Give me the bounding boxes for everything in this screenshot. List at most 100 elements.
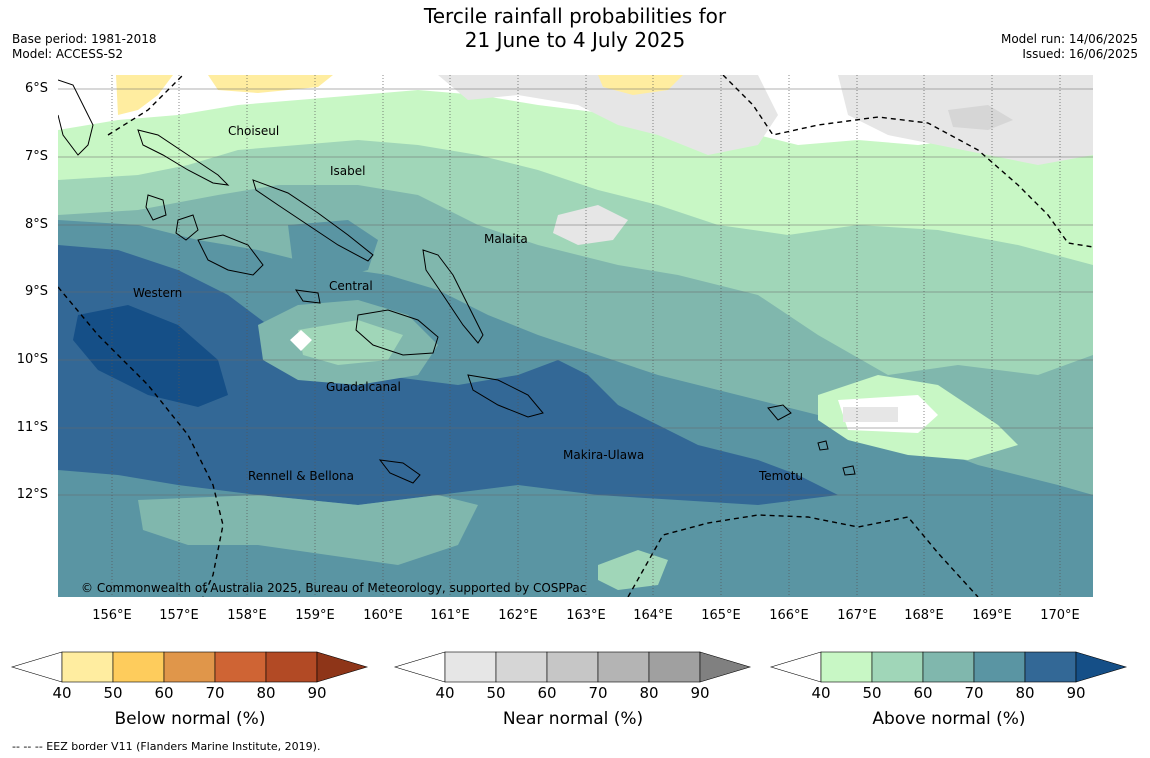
lat-label-10s: 10°S bbox=[16, 352, 48, 367]
lat-label-9s: 9°S bbox=[24, 284, 48, 299]
below-tick-90: 90 bbox=[307, 684, 327, 702]
colorbar-above-title: Above normal (%) bbox=[872, 709, 1026, 729]
malaita-island bbox=[422, 249, 484, 344]
colorbar-near-swatch-0 bbox=[393, 651, 446, 683]
lat-label-7s: 7°S bbox=[24, 149, 48, 164]
model-name: Model: ACCESS-S2 bbox=[12, 47, 124, 61]
contour-above-90 bbox=[58, 245, 838, 505]
label-rennell: Rennell & Bellona bbox=[248, 469, 354, 483]
colorbar-below-swatch-6 bbox=[316, 651, 369, 683]
colorbar-above-swatch-3 bbox=[922, 651, 975, 683]
above-tick-70: 70 bbox=[964, 684, 984, 702]
contour-near-temotu bbox=[843, 407, 898, 422]
lat-label-6s: 6°S bbox=[24, 81, 48, 96]
lon-label-159e: 159°E bbox=[295, 608, 335, 623]
title-line-2: 21 June to 4 July 2025 bbox=[464, 28, 686, 52]
western-island-c bbox=[197, 234, 264, 276]
lon-label-170e: 170°E bbox=[1040, 608, 1080, 623]
label-choiseul: Choiseul bbox=[228, 124, 279, 138]
lon-label-168e: 168°E bbox=[904, 608, 944, 623]
colorbar-below-swatch-0 bbox=[10, 651, 63, 683]
label-isabel: Isabel bbox=[330, 164, 365, 178]
meta-left: Base period: 1981-2018 Model: ACCESS-S2 bbox=[12, 32, 157, 62]
label-central: Central bbox=[329, 279, 373, 293]
western-island-a bbox=[145, 194, 167, 221]
colorbar-near-swatch-2 bbox=[495, 651, 548, 683]
above-tick-60: 60 bbox=[913, 684, 933, 702]
choiseul-island bbox=[137, 129, 230, 186]
lat-gridlines bbox=[58, 88, 1093, 496]
guadalcanal-island bbox=[355, 309, 439, 356]
lon-label-158e: 158°E bbox=[227, 608, 267, 623]
lon-gridlines bbox=[111, 75, 1061, 597]
below-tick-40: 40 bbox=[52, 684, 72, 702]
chart-title: Tercile rainfall probabilities for 21 Ju… bbox=[0, 4, 1150, 52]
above-tick-90: 90 bbox=[1066, 684, 1086, 702]
contour-below-50-c bbox=[598, 75, 683, 95]
makira-island bbox=[467, 374, 544, 418]
lat-label-12s: 12°S bbox=[16, 487, 48, 502]
contour-above-60-lower bbox=[598, 550, 668, 590]
bougainville-island bbox=[58, 79, 94, 156]
lon-label-156e: 156°E bbox=[92, 608, 132, 623]
lon-label-165e: 165°E bbox=[701, 608, 741, 623]
below-tick-70: 70 bbox=[205, 684, 225, 702]
label-western: Western bbox=[133, 286, 182, 300]
above-tick-80: 80 bbox=[1015, 684, 1035, 702]
colorbar-below-swatch-2 bbox=[112, 651, 165, 683]
colorbar-near-swatch-1 bbox=[444, 651, 497, 683]
meta-right: Model run: 14/06/2025 Issued: 16/06/2025 bbox=[1001, 32, 1138, 62]
colorbar-below-swatch-3 bbox=[163, 651, 216, 683]
contour-guadalcanal-white bbox=[290, 330, 312, 351]
lon-label-167e: 167°E bbox=[837, 608, 877, 623]
lon-label-162e: 162°E bbox=[498, 608, 538, 623]
below-tick-80: 80 bbox=[256, 684, 276, 702]
temotu-island-b bbox=[817, 440, 829, 451]
eez-borders bbox=[58, 75, 1093, 597]
eez-footer-note: -- -- -- EEZ border V11 (Flanders Marine… bbox=[12, 740, 321, 753]
lon-label-166e: 166°E bbox=[769, 608, 809, 623]
near-tick-50: 50 bbox=[486, 684, 506, 702]
above-tick-40: 40 bbox=[811, 684, 831, 702]
colorbar-above-swatch-6 bbox=[1075, 651, 1128, 683]
model-run: Model run: 14/06/2025 bbox=[1000, 32, 1138, 46]
colorbar-below bbox=[10, 651, 369, 683]
copyright-notice: © Commonwealth of Australia 2025, Bureau… bbox=[81, 581, 586, 595]
central-island bbox=[294, 289, 321, 304]
contour-near-50-a bbox=[438, 75, 778, 155]
isabel-island bbox=[252, 179, 374, 262]
colorbar-below-swatch-1 bbox=[61, 651, 114, 683]
lat-label-8s: 8°S bbox=[24, 217, 48, 232]
label-guadalcanal: Guadalcanal bbox=[326, 380, 401, 394]
contour-below-50-b bbox=[208, 75, 333, 93]
near-tick-80: 80 bbox=[639, 684, 659, 702]
colorbar-near-title: Near normal (%) bbox=[502, 709, 644, 729]
forecast-map: Choiseul Isabel Malaita Central Western … bbox=[58, 75, 1093, 597]
contour-guadalcanal-inner bbox=[298, 320, 403, 365]
lon-label-169e: 169°E bbox=[972, 608, 1012, 623]
contour-below-40 bbox=[58, 75, 1093, 145]
label-malaita: Malaita bbox=[484, 232, 528, 246]
colorbar-near-swatch-6 bbox=[699, 651, 752, 683]
contour-above-80-b bbox=[288, 220, 378, 280]
colorbar-below-swatch-4 bbox=[214, 651, 267, 683]
colorbar-below-swatch-5 bbox=[265, 651, 318, 683]
lon-label-161e: 161°E bbox=[430, 608, 470, 623]
base-period: Base period: 1981-2018 bbox=[12, 32, 157, 46]
above-tick-50: 50 bbox=[862, 684, 882, 702]
lon-label-157e: 157°E bbox=[159, 608, 199, 623]
near-tick-60: 60 bbox=[537, 684, 557, 702]
below-tick-50: 50 bbox=[103, 684, 123, 702]
coastlines bbox=[58, 79, 856, 484]
colorbar-above bbox=[769, 651, 1128, 683]
title-line-1: Tercile rainfall probabilities for bbox=[423, 4, 727, 28]
below-tick-60: 60 bbox=[154, 684, 174, 702]
contour-near-60 bbox=[948, 105, 1013, 130]
colorbar-near-swatch-5 bbox=[648, 651, 701, 683]
temotu-island-a bbox=[767, 404, 792, 421]
near-tick-90: 90 bbox=[690, 684, 710, 702]
contour-above-70-lower bbox=[138, 495, 478, 565]
colorbar-above-swatch-2 bbox=[871, 651, 924, 683]
near-tick-70: 70 bbox=[588, 684, 608, 702]
colorbar-near bbox=[393, 651, 752, 683]
